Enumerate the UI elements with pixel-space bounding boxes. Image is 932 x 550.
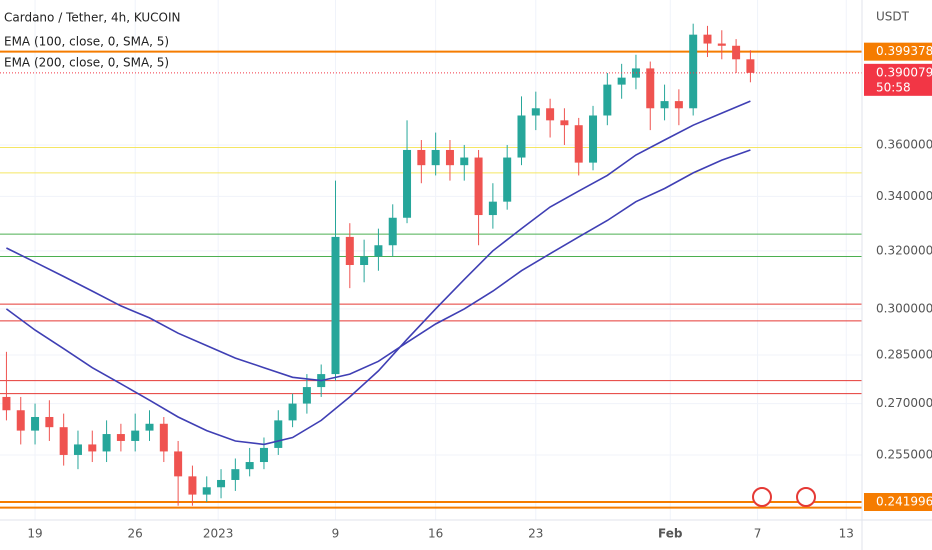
candle-body bbox=[631, 68, 640, 78]
price-label-box bbox=[864, 493, 932, 512]
candle-body bbox=[274, 420, 283, 448]
candle-body bbox=[531, 108, 540, 116]
price-label-box bbox=[864, 42, 932, 61]
y-tick-label: 0.285000 bbox=[876, 347, 932, 361]
candle-body bbox=[646, 68, 655, 109]
candle-body bbox=[245, 462, 254, 470]
x-tick-label: 23 bbox=[528, 527, 543, 541]
x-tick-label: 9 bbox=[332, 527, 340, 541]
candle-body bbox=[689, 34, 698, 109]
candle-body bbox=[16, 410, 25, 431]
candle-body bbox=[546, 108, 555, 121]
candle-body bbox=[460, 157, 469, 166]
price-label-box bbox=[864, 63, 932, 96]
candle-body bbox=[2, 396, 11, 411]
x-tick-label: 16 bbox=[428, 527, 443, 541]
candle-body bbox=[31, 416, 40, 431]
x-tick-label: 26 bbox=[128, 527, 143, 541]
candle-body bbox=[717, 43, 726, 46]
candle-body bbox=[388, 217, 397, 246]
candle-body bbox=[617, 77, 626, 85]
candle-body bbox=[431, 149, 440, 166]
x-tick-label: 2023 bbox=[203, 527, 234, 541]
candle-body bbox=[603, 84, 612, 116]
countdown-label: 50:58 bbox=[876, 80, 911, 94]
candle-body bbox=[474, 157, 483, 216]
candle-body bbox=[345, 236, 354, 266]
ema-line bbox=[6, 149, 751, 382]
candle-body bbox=[574, 125, 583, 163]
candle-body bbox=[331, 236, 340, 375]
candle-body bbox=[231, 469, 240, 480]
candle-body bbox=[202, 487, 211, 495]
event-flags bbox=[752, 487, 816, 507]
currency-label: USDT bbox=[876, 10, 910, 24]
candle-body bbox=[131, 430, 140, 441]
candle-body bbox=[732, 45, 741, 60]
candle-body bbox=[660, 101, 669, 109]
plot-area bbox=[0, 0, 862, 520]
candle-body bbox=[445, 149, 454, 166]
candle-body bbox=[174, 451, 183, 477]
candle-body bbox=[360, 256, 369, 266]
price-label: 0.399378 bbox=[876, 44, 932, 58]
candle-body bbox=[302, 387, 311, 404]
candle-body bbox=[217, 479, 226, 488]
candle-body bbox=[116, 434, 125, 441]
candle-body bbox=[703, 34, 712, 44]
candle-body bbox=[488, 201, 497, 216]
y-tick-label: 0.255000 bbox=[876, 447, 932, 461]
indicator-label: EMA (100, close, 0, SMA, 5) bbox=[4, 35, 169, 49]
candle-body bbox=[517, 115, 526, 158]
candle-body bbox=[73, 444, 82, 455]
flag-icon[interactable] bbox=[796, 487, 816, 507]
candle-body bbox=[503, 157, 512, 202]
x-tick-label: Feb bbox=[658, 527, 683, 541]
y-tick-label: 0.340000 bbox=[876, 189, 932, 203]
candle-body bbox=[45, 416, 54, 428]
candle-body bbox=[59, 427, 68, 455]
ema-line bbox=[5, 100, 751, 446]
candle-body bbox=[159, 423, 168, 452]
flag-icon[interactable] bbox=[752, 487, 772, 507]
candle-body bbox=[589, 115, 598, 163]
y-tick-label: 0.270000 bbox=[876, 396, 932, 410]
candle-body bbox=[417, 149, 426, 166]
candle-body bbox=[374, 245, 383, 257]
candle-body bbox=[188, 476, 197, 495]
y-tick-label: 0.320000 bbox=[876, 243, 932, 257]
candle-body bbox=[102, 434, 111, 452]
indicator-label: EMA (200, close, 0, SMA, 5) bbox=[4, 56, 169, 70]
candle-body bbox=[560, 120, 569, 126]
y-tick-label: 0.300000 bbox=[876, 301, 932, 315]
candle-body bbox=[746, 59, 755, 73]
x-tick-label: 7 bbox=[754, 527, 762, 541]
x-tick-label: 19 bbox=[27, 527, 42, 541]
symbol-title: Cardano / Tether, 4h, KUCOIN bbox=[4, 11, 181, 25]
candle-body bbox=[288, 403, 297, 421]
price-label: 0.390079 bbox=[876, 65, 932, 79]
candle-body bbox=[674, 101, 683, 109]
candle-body bbox=[259, 447, 268, 463]
candle-body bbox=[403, 149, 412, 218]
x-tick-label: 13 bbox=[839, 527, 854, 541]
y-tick-label: 0.360000 bbox=[876, 137, 932, 151]
candle-body bbox=[88, 444, 97, 452]
price-label: 0.241996 bbox=[876, 495, 932, 509]
candle-body bbox=[145, 423, 154, 431]
